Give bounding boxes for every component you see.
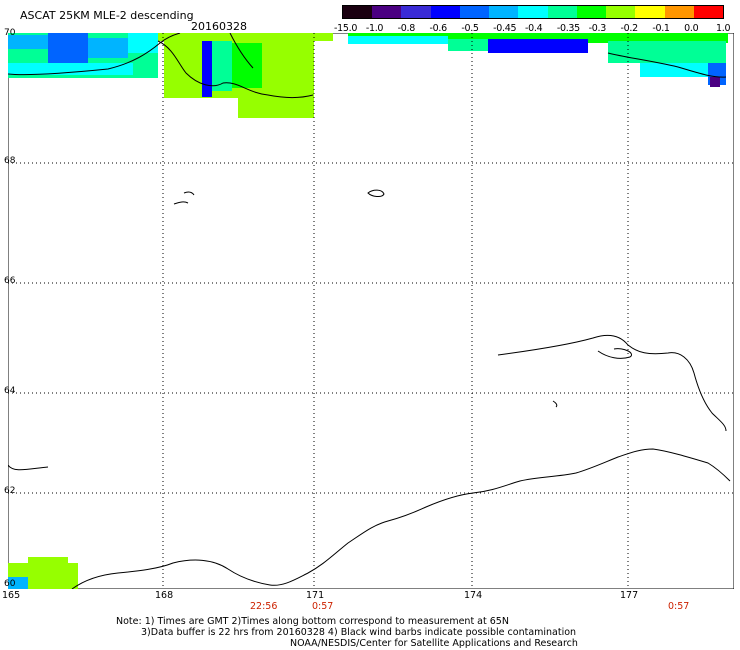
lat-label: 68 xyxy=(4,156,16,166)
scale-swatch xyxy=(372,6,402,18)
scale-swatch xyxy=(518,6,548,18)
scale-label: -0.8 xyxy=(397,23,416,34)
color-scale-labels: -15.0 -1.0 -0.8 -0.6 -0.5 -0.45 -0.4 -0.35 -0.3 -… xyxy=(334,23,736,35)
scale-swatch xyxy=(459,6,490,18)
swath-cell xyxy=(48,33,88,63)
scale-label: 0.0 xyxy=(684,23,699,34)
lat-label: 62 xyxy=(4,486,16,496)
map-canvas xyxy=(8,33,734,589)
coastline xyxy=(173,201,189,205)
swath-cell xyxy=(348,33,728,43)
scale-label: -0.45 xyxy=(493,23,517,34)
scale-label: -0.4 xyxy=(525,23,543,34)
coastline xyxy=(229,33,254,69)
lon-label: 165 xyxy=(2,590,21,601)
swath-cell xyxy=(448,39,488,51)
swath-cell xyxy=(488,39,588,53)
scale-swatch xyxy=(635,6,665,18)
scale-label: -1.0 xyxy=(365,23,384,34)
scale-swatch xyxy=(547,6,577,18)
swath-cell xyxy=(640,63,726,77)
scale-swatch xyxy=(576,6,607,18)
scale-label: -0.35 xyxy=(556,23,580,34)
scale-swatch xyxy=(606,6,636,18)
coastlines xyxy=(8,33,731,589)
scale-label: 1.0 xyxy=(716,23,731,34)
scale-swatch xyxy=(664,6,694,18)
time-label: 0:57 xyxy=(668,601,690,612)
swath-cell xyxy=(128,33,158,53)
swath-cell xyxy=(8,35,48,49)
swath-cell xyxy=(608,41,726,63)
note-line-3: NOAA/NESDIS/Center for Satellite Applica… xyxy=(290,638,578,649)
graticule xyxy=(8,33,734,589)
lon-label: 174 xyxy=(464,590,483,601)
coastline xyxy=(8,464,49,471)
color-scale-bar xyxy=(342,5,724,19)
map-frame xyxy=(8,33,734,589)
scale-label: -0.3 xyxy=(588,23,607,34)
note-line-1: Note: 1) Times are GMT 2)Times along bot… xyxy=(116,616,509,627)
coastline xyxy=(367,189,385,197)
swath-cell xyxy=(238,98,314,118)
note-line-2: 3)Data buffer is 22 hrs from 20160328 4)… xyxy=(141,627,577,638)
time-label: 0:57 xyxy=(312,601,334,612)
swath-cell xyxy=(88,38,128,58)
coastline xyxy=(552,400,558,408)
scale-swatch xyxy=(693,6,724,18)
lon-label: 168 xyxy=(155,590,174,601)
swath-cell xyxy=(710,77,720,87)
coastline xyxy=(597,348,632,359)
map-title: ASCAT 25KM MLE-2 descending xyxy=(20,9,194,22)
lat-label: 70 xyxy=(4,28,16,38)
scale-swatch xyxy=(401,6,431,18)
swath-cell xyxy=(8,63,133,75)
scale-label: -0.6 xyxy=(429,23,448,34)
scale-label: -0.2 xyxy=(620,23,639,34)
coastline xyxy=(183,191,195,196)
coastline xyxy=(71,448,731,589)
swath-cell xyxy=(158,33,333,41)
lon-label: 177 xyxy=(620,590,639,601)
scale-label: -15.0 xyxy=(334,23,358,34)
scale-swatch xyxy=(343,6,373,18)
swath-cell xyxy=(232,43,262,88)
data-swaths xyxy=(8,33,728,589)
scale-swatch xyxy=(430,6,460,18)
coastline xyxy=(157,40,314,99)
lat-label: 60 xyxy=(4,579,16,589)
swath-cell xyxy=(202,41,212,97)
map-panel xyxy=(8,33,734,589)
lon-label: 171 xyxy=(306,590,325,601)
lat-label: 66 xyxy=(4,276,16,286)
swath-cell xyxy=(348,36,448,44)
scale-label: -0.5 xyxy=(461,23,479,34)
lat-label: 64 xyxy=(4,386,16,396)
coastline xyxy=(607,52,727,78)
coastline xyxy=(497,334,727,432)
swath-cell xyxy=(212,41,232,91)
swath-cell xyxy=(8,577,28,589)
scale-label: -0.1 xyxy=(652,23,670,34)
time-label: 22:56 xyxy=(250,601,278,612)
swath-cell xyxy=(28,557,68,567)
coastline xyxy=(8,33,181,76)
map-date: 20160328 xyxy=(191,20,247,33)
scale-swatch xyxy=(489,6,519,18)
